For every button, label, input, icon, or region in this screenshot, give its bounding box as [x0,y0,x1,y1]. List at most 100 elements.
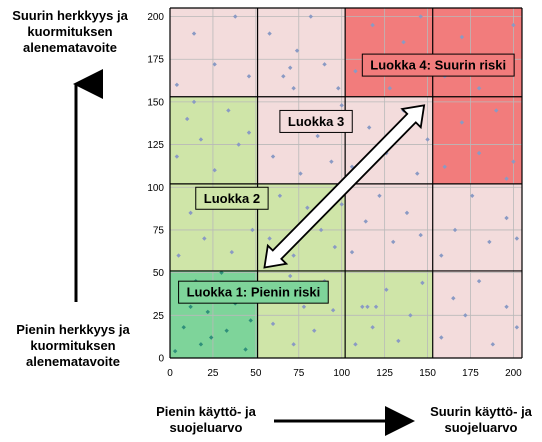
data-point [363,219,368,224]
data-point [205,309,210,315]
data-point [291,253,296,258]
data-point [301,304,307,309]
y-tick-label: 100 [147,183,164,194]
data-point [209,335,214,340]
data-point [504,304,509,309]
y-tick-label: 0 [158,354,164,365]
data-point [188,210,193,216]
data-point [476,86,482,91]
data-point [360,304,365,309]
risk-cell-class-3 [170,8,258,97]
class-label-box [361,53,515,77]
data-point [504,176,509,181]
data-point [277,193,283,199]
data-point [219,270,224,275]
data-point [365,304,370,309]
y-tick-label: 125 [147,140,164,151]
data-point [329,159,334,164]
data-point [377,193,382,199]
data-point [312,328,317,333]
data-point [212,167,217,173]
data-point [366,125,372,130]
data-point [191,99,197,105]
data-point [511,159,516,164]
data-point [267,236,272,241]
data-point [224,328,229,333]
data-point [287,65,293,70]
x-tick-label: 25 [207,368,219,379]
x-tick-label: 0 [167,368,173,379]
x-axis-left-label: Pienin käyttö- ja suojeluarvo [156,404,256,435]
data-point [298,171,303,176]
data-point [287,273,293,279]
data-point [270,321,276,327]
class-label: Luokka 2 [204,191,260,206]
risk-cell-class-3 [345,183,433,271]
data-point [370,325,375,330]
data-point [408,313,413,318]
x-tick-label: 150 [419,368,436,379]
y-tick-label: 200 [147,12,164,23]
x-axis-right-label: Suurin käyttö- ja suojeluarvo [430,404,532,435]
data-point [174,82,180,88]
data-point [248,318,253,323]
risk-cell-class-3 [257,8,346,97]
class-label: Luokka 3 [288,114,344,129]
data-point [332,244,338,250]
data-point [353,68,358,74]
data-point [236,142,241,147]
data-point [181,325,186,330]
data-point [315,133,320,139]
risk-cell-class-3 [257,96,346,184]
data-point [246,130,252,135]
data-point [174,154,180,159]
data-point [370,22,375,28]
data-point [490,342,496,347]
data-point [442,164,447,169]
data-point [420,280,425,286]
data-point [487,239,492,245]
data-point [439,253,444,258]
data-point [459,34,465,40]
data-point [322,62,327,67]
y-axis-bottom-label: Pienin herkkyys ja kuormituksen alenemat… [16,322,130,369]
data-point [511,22,516,28]
data-point [212,62,217,67]
class-label: Luokka 4: Suurin riski [370,58,506,73]
risk-cell-class-4 [432,8,522,97]
data-point [250,227,255,233]
data-point [425,137,430,142]
data-point [514,236,520,241]
y-tick-label: 175 [147,55,164,66]
data-point [267,31,272,36]
data-point [188,304,193,309]
class-label-box [178,280,329,304]
data-point [202,236,207,241]
data-point [494,108,499,113]
x-tick-label: 50 [250,368,262,379]
data-point [353,342,358,347]
y-axis-top-label: Suurin herkkyys ja kuormituksen alenemat… [12,8,128,55]
data-point [439,335,444,340]
risk-direction-arrow [263,104,426,269]
x-tick-label: 200 [505,368,522,379]
data-point [243,347,248,352]
x-tick-label: 100 [333,368,350,379]
data-point [270,154,276,159]
y-tick-label: 50 [153,268,165,279]
data-point [504,215,509,221]
data-point [418,14,423,19]
class-label-box [195,186,269,210]
data-point [476,150,482,156]
data-point [330,307,336,313]
data-point [176,253,181,258]
data-point [373,304,379,309]
data-point [387,86,392,91]
data-point [463,313,468,318]
data-point [451,296,456,301]
data-point [459,120,465,125]
data-point [198,342,204,347]
data-point [470,193,475,199]
data-point [308,14,313,19]
